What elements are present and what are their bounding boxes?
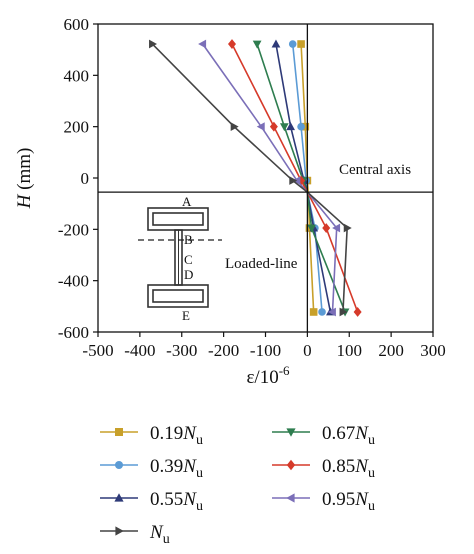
axes-layer: -500 -400 -300 -200 -100 0 100 200 300 600 400 200 0…	[14, 15, 446, 388]
x-axis-title: ε/10-6	[246, 363, 290, 388]
series-line	[256, 43, 346, 313]
legend-label: 0.67Nu	[322, 423, 375, 448]
legend-item: 0.85Nu	[272, 456, 375, 481]
data-point	[301, 122, 310, 131]
data-point	[307, 224, 316, 233]
data-point	[297, 122, 305, 131]
data-point	[286, 122, 295, 131]
data-point	[228, 39, 236, 49]
series-6	[149, 39, 352, 317]
data-point	[252, 40, 262, 49]
data-point	[297, 40, 305, 48]
legend: 0.19Nu 0.39Nu 0.55Nu 0.67Nu 0.85Nu 0.95Nu Nu	[100, 423, 375, 547]
central-axis-label: Central axis	[339, 162, 411, 178]
legend-item: 0.39Nu	[100, 456, 203, 481]
series-line	[151, 43, 348, 313]
series-line	[231, 43, 359, 313]
x-tick-label: -500	[82, 341, 113, 360]
top-flange-outer	[147, 207, 209, 231]
data-point	[332, 223, 341, 233]
top-flange-inner	[152, 212, 204, 226]
y-tick-label: 400	[64, 66, 90, 85]
y-tick-label: 0	[81, 169, 90, 188]
legend-item: 0.67Nu	[272, 423, 375, 448]
y-tick-label: 200	[64, 118, 90, 137]
x-tick-label: -400	[124, 341, 155, 360]
series-layer	[149, 39, 362, 317]
section-label: D	[184, 267, 193, 282]
legend-item: 0.19Nu	[100, 423, 203, 448]
data-point	[256, 122, 265, 132]
y-tick-label: -400	[58, 272, 89, 291]
data-point	[198, 39, 207, 49]
data-point	[343, 223, 352, 233]
x-tick-label: -300	[166, 341, 197, 360]
data-point	[279, 123, 289, 132]
legend-marker	[286, 459, 296, 471]
legend-item: 0.55Nu	[100, 489, 203, 514]
data-point	[339, 307, 348, 317]
section-label: A	[182, 194, 192, 209]
section-label: B	[184, 232, 193, 247]
x-tick-label: 200	[378, 341, 404, 360]
x-tick-label: -100	[250, 341, 281, 360]
legend-marker	[286, 428, 296, 437]
data-point	[353, 307, 362, 317]
x-tick-label: 100	[337, 341, 363, 360]
data-point	[309, 308, 318, 316]
legend-marker	[115, 461, 123, 469]
x-tick-label: 300	[420, 341, 446, 360]
y-tick-label: 600	[64, 15, 90, 34]
data-point	[269, 121, 278, 132]
legend-marker	[286, 493, 295, 503]
y-axis-title: H (mm)	[14, 148, 35, 210]
data-point	[288, 40, 297, 48]
legend-marker	[115, 526, 124, 536]
legend-item: 0.95Nu	[272, 489, 375, 514]
data-point	[230, 122, 239, 132]
section-label: C	[184, 252, 193, 267]
legend-label: 0.55Nu	[150, 489, 203, 514]
data-point	[327, 307, 336, 317]
legend-label: Nu	[149, 522, 170, 547]
y-tick-label: -600	[58, 323, 89, 342]
section-label: E	[182, 308, 190, 323]
data-point	[289, 176, 298, 185]
legend-marker	[114, 493, 124, 502]
loaded-line-label: Loaded-line	[225, 256, 298, 272]
legend-label: 0.39Nu	[150, 456, 203, 481]
x-tick-label: -200	[208, 341, 239, 360]
data-point	[318, 308, 326, 316]
series-line	[202, 43, 338, 313]
legend-label: 0.19Nu	[150, 423, 203, 448]
data-point	[322, 223, 331, 233]
bottom-flange-outer	[147, 284, 209, 308]
series-4	[228, 39, 362, 317]
bottom-flange-inner	[152, 289, 204, 303]
legend-marker	[115, 428, 123, 436]
legend-item: Nu	[100, 522, 170, 547]
data-point	[271, 39, 281, 48]
cross-section-diagram: A BCD E	[138, 194, 222, 323]
y-tick-label: -200	[58, 220, 89, 239]
legend-label: 0.85Nu	[322, 456, 375, 481]
x-tick-label: 0	[303, 341, 312, 360]
legend-label: 0.95Nu	[322, 489, 375, 514]
data-point	[149, 39, 157, 49]
